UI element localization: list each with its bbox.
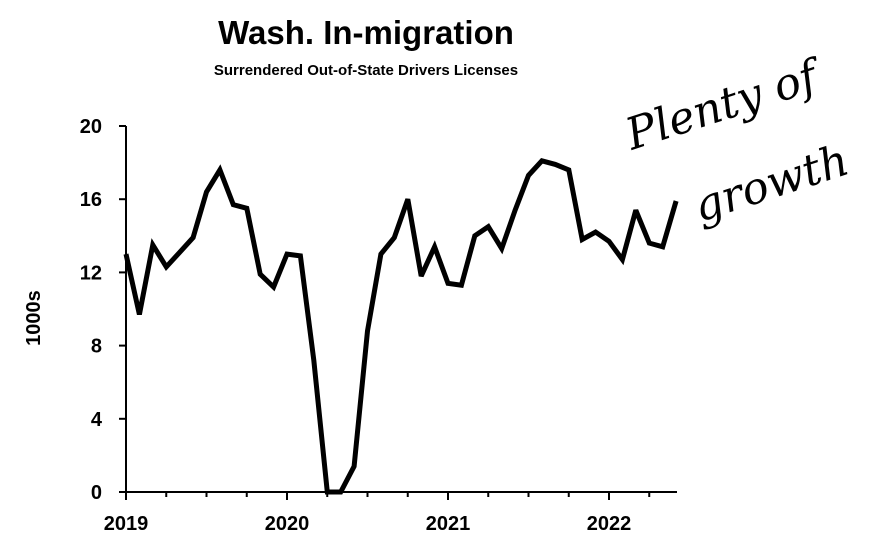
y-tick-label: 12 [80,262,102,284]
x-tick-label: 2021 [426,513,471,535]
y-tick-label: 0 [91,482,102,504]
annotation-line-2: growth [688,135,855,233]
y-axis-label: 1000s [23,290,45,346]
y-tick-label: 8 [91,336,102,358]
x-tick-label: 2022 [587,513,632,535]
series-line [123,157,679,495]
y-tick-label: 16 [80,189,102,211]
series-group [123,157,679,495]
x-tick-label: 2019 [104,513,149,535]
y-tick-label: 20 [80,116,102,138]
axes: 0 4 8 12 16 20 2019 2020 2021 2022 [80,116,677,535]
chart-subtitle: Surrendered Out-of-State Drivers License… [213,62,519,79]
y-tick-label: 4 [91,409,103,431]
annotation-line-1: Plenty of [619,49,830,161]
x-tick-label: 2020 [265,513,310,535]
chart-title: Wash. In-migration [218,14,514,51]
